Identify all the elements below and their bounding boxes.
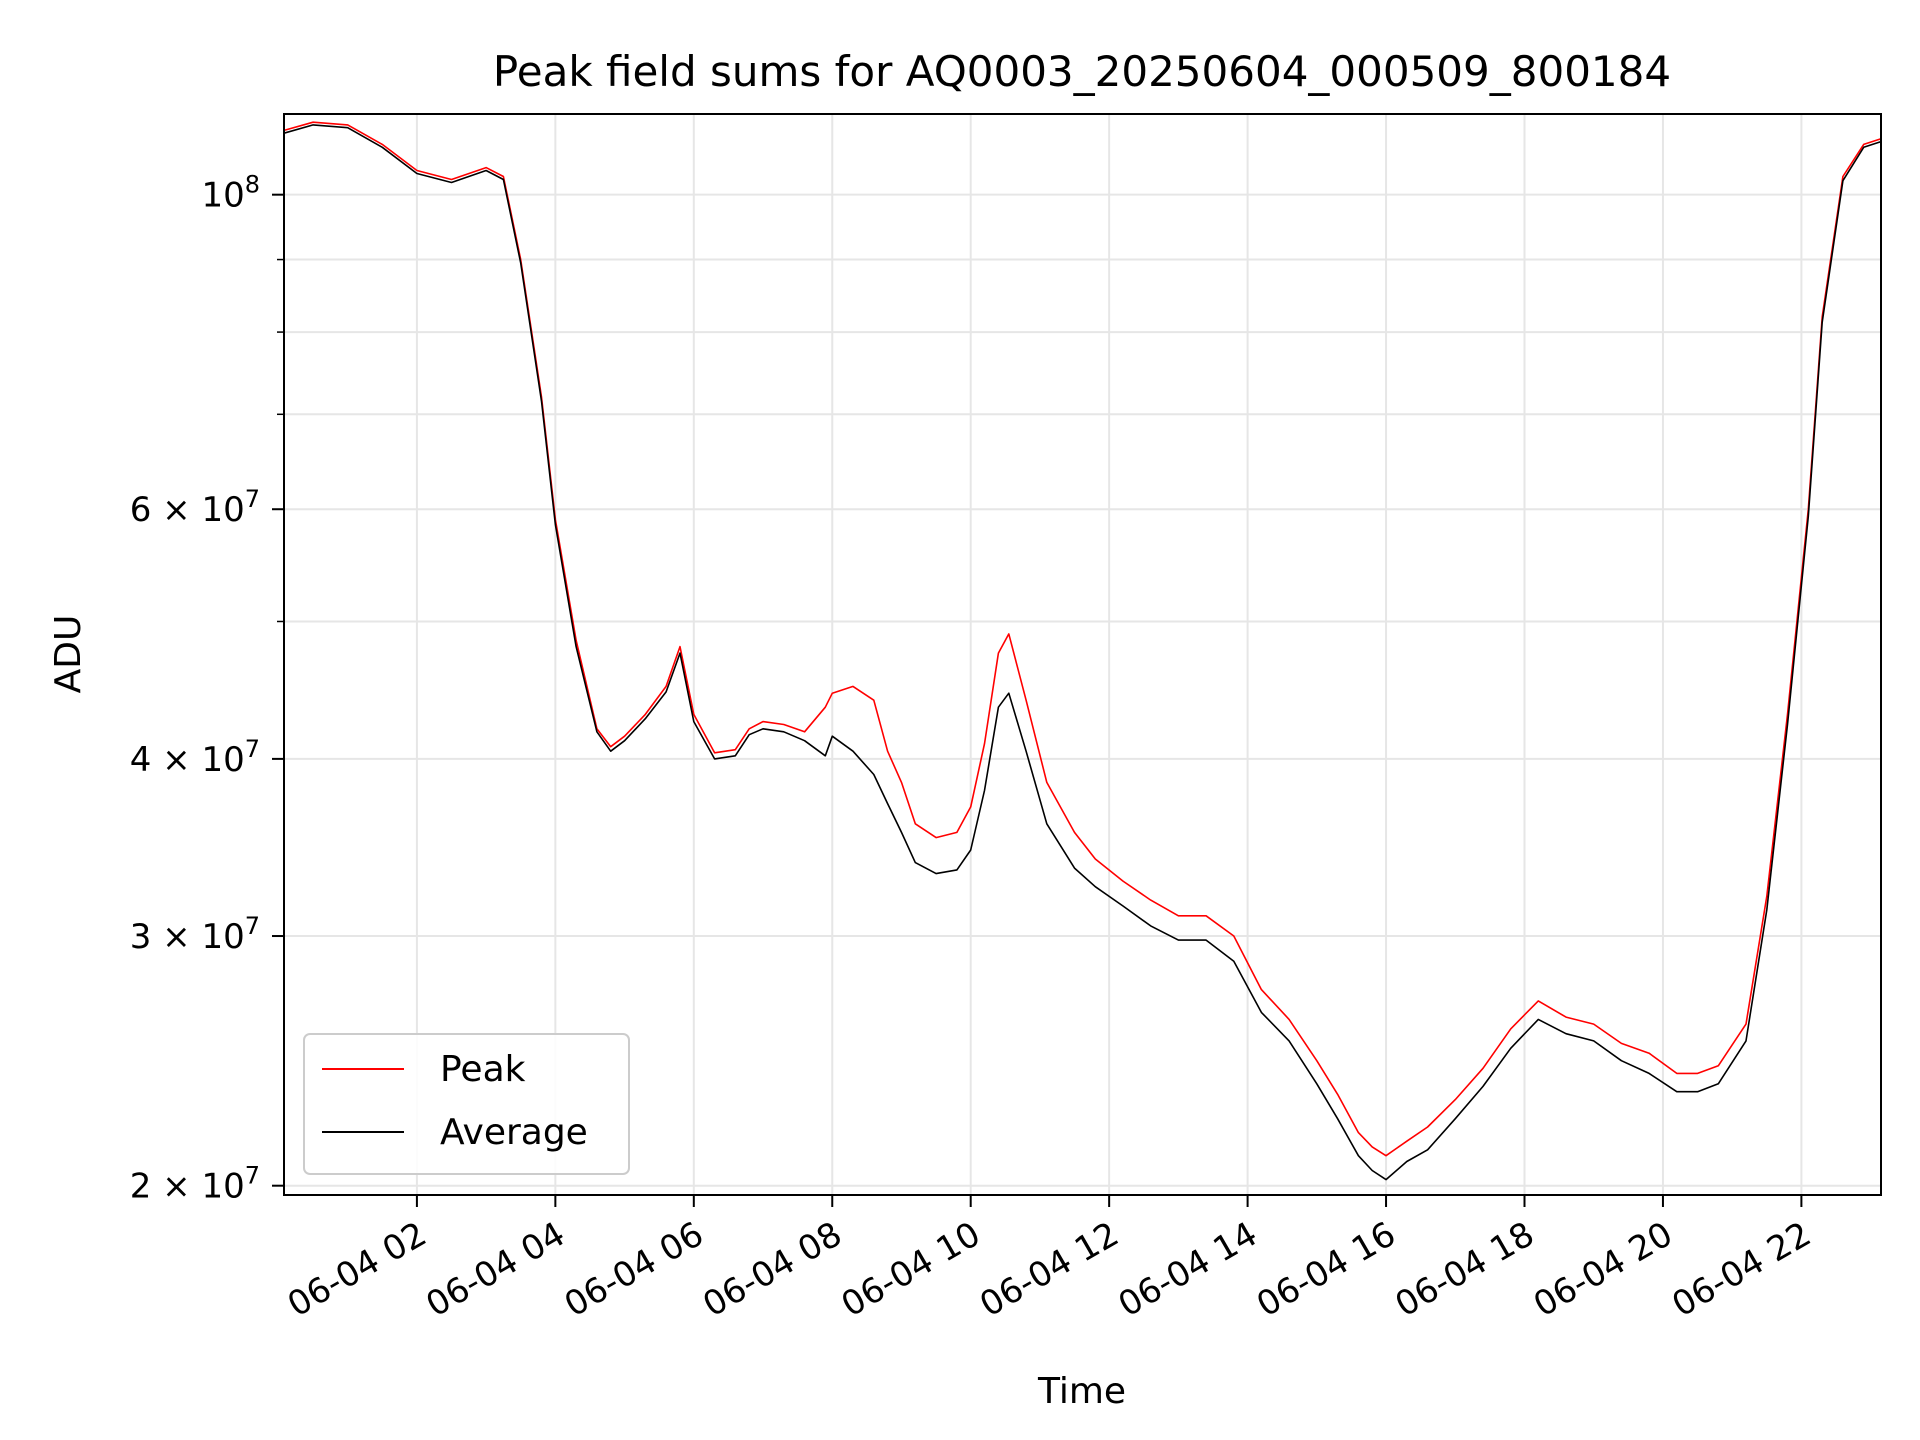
y-tick-label: 4 × 107	[130, 735, 260, 780]
y-tick-label: 108	[201, 171, 260, 216]
legend-average-label: Average	[440, 1112, 588, 1153]
grid	[284, 114, 1881, 1195]
y-minor-ticks	[277, 258, 1881, 623]
y-axis-label: ADU	[48, 615, 89, 694]
chart-title: Peak field sums for AQ0003_20250604_0005…	[493, 47, 1671, 96]
series-line-peak	[283, 121, 1882, 1157]
y-axis-ticks: 2 × 107 3 × 107 4 × 107 6 × 107 108	[130, 171, 284, 1207]
y-tick-label: 2 × 107	[130, 1162, 260, 1207]
series-layer	[283, 121, 1882, 1181]
series-line-average	[283, 124, 1882, 1181]
legend: Peak Average	[303, 1033, 630, 1175]
legend-peak-label: Peak	[440, 1049, 526, 1090]
y-tick-label: 6 × 107	[130, 485, 260, 530]
y-tick-label: 3 × 107	[130, 912, 260, 957]
x-axis-label: Time	[1037, 1371, 1126, 1412]
plot-frame	[283, 113, 1882, 1196]
